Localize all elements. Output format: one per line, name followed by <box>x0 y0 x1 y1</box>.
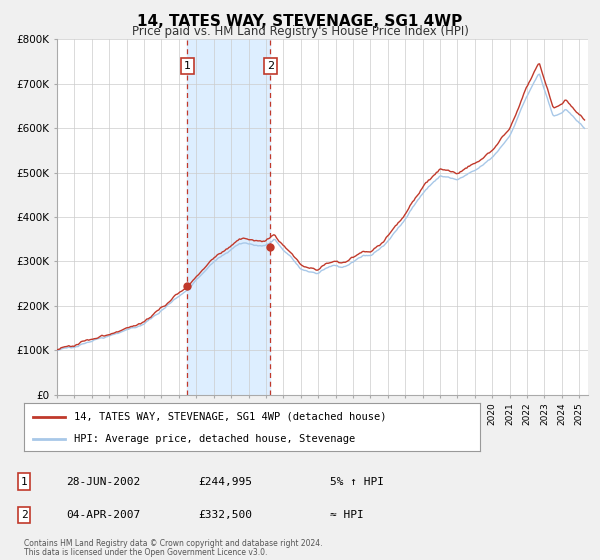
Text: 28-JUN-2002: 28-JUN-2002 <box>66 477 140 487</box>
Text: £332,500: £332,500 <box>198 510 252 520</box>
Text: 2: 2 <box>267 61 274 71</box>
Bar <box>187 39 271 395</box>
Text: 14, TATES WAY, STEVENAGE, SG1 4WP (detached house): 14, TATES WAY, STEVENAGE, SG1 4WP (detac… <box>74 412 386 422</box>
Text: 5% ↑ HPI: 5% ↑ HPI <box>330 477 384 487</box>
Text: Contains HM Land Registry data © Crown copyright and database right 2024.: Contains HM Land Registry data © Crown c… <box>24 539 323 548</box>
Text: This data is licensed under the Open Government Licence v3.0.: This data is licensed under the Open Gov… <box>24 548 268 557</box>
Text: 2: 2 <box>20 510 28 520</box>
Text: ≈ HPI: ≈ HPI <box>330 510 364 520</box>
Text: HPI: Average price, detached house, Stevenage: HPI: Average price, detached house, Stev… <box>74 434 355 444</box>
Text: 04-APR-2007: 04-APR-2007 <box>66 510 140 520</box>
Text: 14, TATES WAY, STEVENAGE, SG1 4WP: 14, TATES WAY, STEVENAGE, SG1 4WP <box>137 14 463 29</box>
Text: 1: 1 <box>184 61 191 71</box>
Text: £244,995: £244,995 <box>198 477 252 487</box>
Text: Price paid vs. HM Land Registry's House Price Index (HPI): Price paid vs. HM Land Registry's House … <box>131 25 469 38</box>
Text: 1: 1 <box>20 477 28 487</box>
